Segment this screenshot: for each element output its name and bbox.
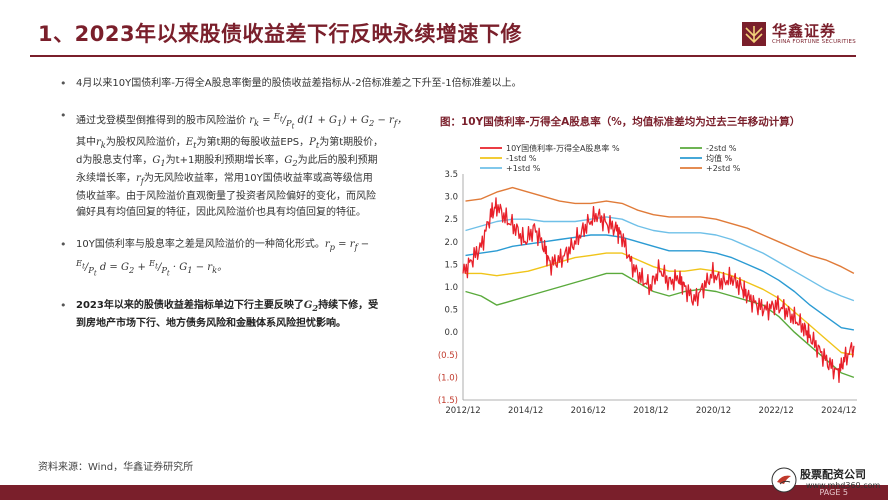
- company-logo: 华鑫证券 CHINA FORTUNE SECURITIES: [742, 22, 857, 50]
- series-line-3: [465, 234, 855, 331]
- x-tick-label: 2018/12: [633, 406, 668, 416]
- bullet-3-line-1: 10Y国债利率与股息率之差是风险溢价的一种简化形式。: [76, 238, 325, 250]
- symbol-pt: Pt: [309, 136, 320, 150]
- logo-cn-text: 华鑫证券: [772, 22, 837, 40]
- bullet-2-line-3a: d为股息支付率，: [76, 154, 153, 166]
- page-number: PAGE 5: [819, 488, 848, 497]
- bullet-4-line-1b: 持续下修，受: [318, 299, 379, 311]
- y-tick-label: 0.0: [444, 328, 458, 338]
- simplified-formula-b: Et/Pt d = G2 + Et/Pt · G1 − rk。: [76, 257, 228, 278]
- symbol-rk: rk: [96, 136, 106, 150]
- bullet-item-4: 2023年以来的股债收益差指标单边下行主要反映了G2持续下修，受 到房地产市场下…: [60, 298, 408, 332]
- bullet-4-line-1a: 2023年以来的股债收益差指标单边下行主要反映了: [76, 299, 304, 311]
- x-tick-label: 2020/12: [696, 406, 731, 416]
- series-line-4: [465, 216, 855, 302]
- logo-mark-icon: [742, 22, 766, 46]
- bullet-2-line-4b: 为无风险收益率，常用10Y国债收益率或高等级信用: [143, 172, 373, 184]
- bullet-item-2: 通过戈登模型倒推得到的股市风险溢价 rk = Et/Pt d(1 + G1) +…: [60, 108, 408, 221]
- y-tick-label: 3.0: [444, 193, 458, 203]
- legend-label: +1std %: [506, 164, 541, 173]
- bullet-2-line-4a: 永续增长率，: [76, 172, 136, 184]
- bullet-2-line-2c: 为第t期的每股收益EPS，: [196, 136, 310, 148]
- series-line-0: [462, 197, 855, 383]
- gordon-formula: rk = Et/Pt d(1 + G1) + G2 − rf，: [249, 111, 407, 131]
- symbol-rf: rf: [136, 172, 144, 186]
- bullet-2-line-2b: 为股权风险溢价，: [105, 136, 186, 148]
- legend-label: 均值 %: [706, 153, 733, 163]
- series-line-2: [465, 252, 855, 356]
- series-line-5: [465, 186, 855, 275]
- legend-label: 10Y国债利率-万得全A股息率 %: [506, 143, 620, 153]
- legend-label: -2std %: [706, 144, 737, 153]
- bullet-2-line-3c: 为此后的股利预期: [297, 154, 378, 166]
- x-tick-label: 2016/12: [571, 406, 606, 416]
- legend-label: +2std %: [706, 164, 741, 173]
- symbol-g2-bold: G2: [303, 299, 319, 313]
- symbol-g2: G2: [284, 154, 298, 168]
- x-tick-label: 2022/12: [759, 406, 794, 416]
- y-tick-label: (1.0): [438, 373, 458, 383]
- watermark-text: 股票配资公司: [800, 468, 866, 481]
- x-tick-label: 2014/12: [508, 406, 543, 416]
- y-tick-label: (1.5): [438, 396, 458, 406]
- y-tick-label: (0.5): [438, 351, 458, 361]
- x-tick-label: 2012/12: [445, 406, 480, 416]
- watermark-url: www.mhd360.com: [806, 481, 881, 490]
- y-tick-label: 0.5: [444, 306, 458, 316]
- bullet-item-1: 4月以来10Y国债利率-万得全A股息率衡量的股债收益差指标从-2倍标准差之下升至…: [60, 76, 620, 92]
- x-tick-label: 2024/12: [821, 406, 856, 416]
- y-tick-label: 2.0: [444, 238, 458, 248]
- bullet-2-line-3b: 为t+1期股利预期增长率，: [165, 154, 285, 166]
- watermark-bird-icon: [771, 467, 797, 493]
- title-divider: [30, 55, 856, 57]
- bullet-2-line-2a: 其中: [76, 136, 96, 148]
- bullet-1-text: 4月以来10Y国债利率-万得全A股息率衡量的股债收益差指标从-2倍标准差之下升至…: [76, 78, 522, 89]
- spread-line-chart: 3.53.02.52.01.51.00.50.0(0.5)(1.0)(1.5)2…: [438, 143, 857, 416]
- logo-en-text: CHINA FORTUNE SECURITIES: [772, 39, 856, 45]
- y-tick-label: 1.0: [444, 283, 458, 293]
- y-tick-label: 3.5: [444, 170, 458, 180]
- y-tick-label: 1.5: [444, 260, 458, 270]
- bullet-2-line-5: 债收益率。由于风险溢价直观衡量了投资者风险偏好的变化，而风险: [76, 190, 376, 202]
- source-note: 资料来源：Wind，华鑫证券研究所: [38, 462, 194, 473]
- symbol-g1: G1: [152, 154, 166, 168]
- page-title: 1、2023年以来股债收益差下行反映永续增速下修: [38, 22, 523, 46]
- legend-label: -1std %: [506, 154, 537, 163]
- bullet-list: 4月以来10Y国债利率-万得全A股息率衡量的股债收益差指标从-2倍标准差之下升至…: [60, 76, 522, 348]
- bullet-2-line-6: 偏好具有均值回复的特征，因此风险溢价也具有均值回复的特征。: [76, 206, 366, 218]
- simplified-formula-a: rp = rf −: [324, 238, 370, 252]
- bullet-4-line-2: 到房地产市场下行、地方债务风险和金融体系风险担忧影响。: [76, 317, 346, 329]
- symbol-et: Et: [185, 136, 197, 150]
- watermark: 股票配资公司 www.mhd360.com: [770, 466, 888, 496]
- bullet-2-line-2d: 为第t期股价，: [319, 136, 384, 148]
- y-tick-label: 2.5: [444, 215, 458, 225]
- bullet-item-3: 10Y国债利率与股息率之差是风险溢价的一种简化形式。rp = rf − Et/P…: [60, 237, 408, 282]
- series-line-1: [465, 272, 855, 379]
- chart-title: 图：10Y国债利率-万得全A股息率（%，均值标准差均为过去三年移动计算）: [440, 116, 801, 128]
- bullet-2-line-1: 通过戈登模型倒推得到的股市风险溢价: [76, 115, 246, 127]
- footer-bar: [0, 485, 888, 500]
